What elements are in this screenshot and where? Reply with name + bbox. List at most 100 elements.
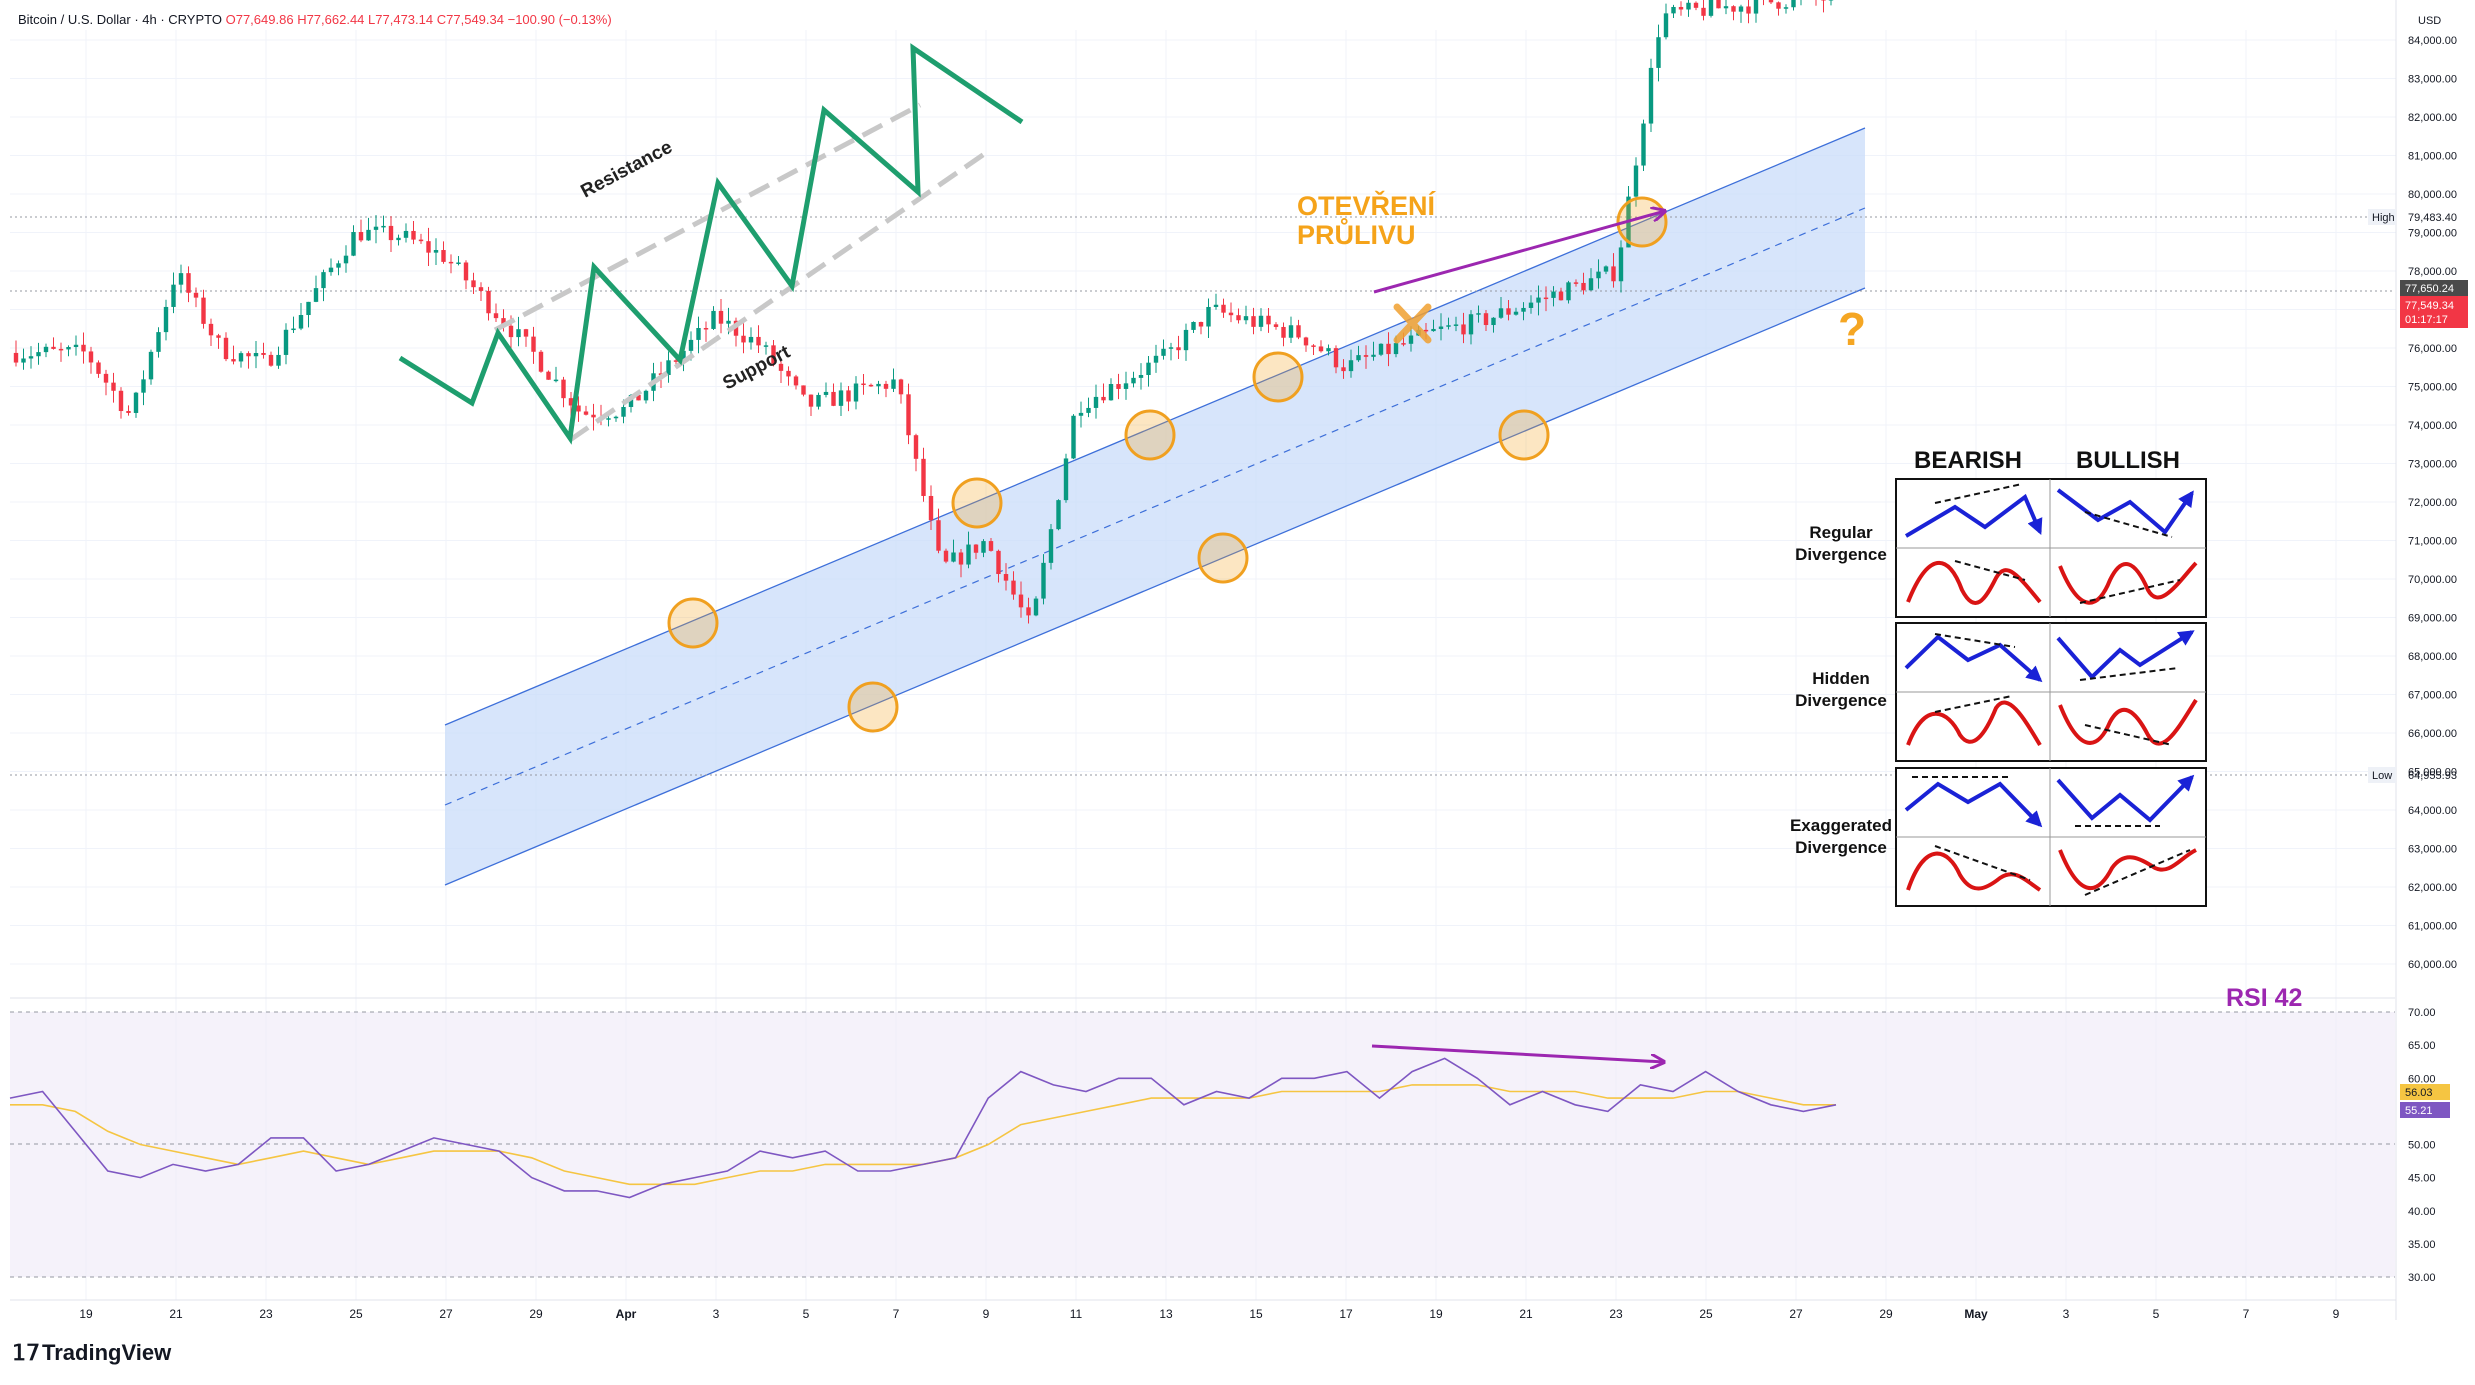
candle: [921, 447, 926, 502]
hidden-bullish-price: [2056, 630, 2195, 680]
candle: [126, 405, 131, 416]
candle: [793, 374, 799, 390]
touch-circle: [1252, 351, 1304, 403]
candle: [643, 389, 649, 404]
candle: [1288, 316, 1294, 343]
time-axis[interactable]: 19 21 23 25 27 29 Apr 3 5 7 9 11 13 15 17 19 21 23 25 27 29 M…: [10, 1299, 2396, 1321]
candle: [883, 380, 889, 398]
rsi-tick-label: 65.00: [2408, 1040, 2436, 1052]
candle: [1303, 336, 1309, 352]
candle: [1453, 316, 1459, 332]
candle: [1378, 343, 1384, 357]
cross-icon: [1393, 303, 1432, 344]
currency-label: USD: [2418, 15, 2441, 27]
candle: [43, 343, 49, 358]
candle: [1228, 302, 1234, 323]
candle: [1011, 571, 1016, 600]
candle: [756, 325, 761, 353]
symbol-header: Bitcoin / U.S. Dollar · 4h · CRYPTO O77,…: [18, 12, 612, 27]
candle: [1101, 383, 1106, 404]
breakout-label-1: OTEVŘENÍ: [1297, 190, 1437, 221]
candle: [283, 323, 289, 365]
last-price-1: 77,650.24: [2405, 283, 2454, 295]
hidden-label-1: Hidden: [1812, 669, 1870, 688]
time-tick-label: 21: [169, 1307, 183, 1321]
price-tick-label: 73,000.00: [2408, 459, 2457, 471]
candle: [666, 351, 671, 383]
rsi-line: [9, 1057, 1837, 1199]
candle: [1446, 317, 1451, 330]
candle: [1048, 523, 1054, 570]
candle: [81, 332, 86, 364]
rsi-annotation: RSI 42: [2226, 984, 2302, 1012]
candle: [1183, 323, 1189, 361]
candle: [576, 396, 581, 422]
rsi-axis[interactable]: 70.0065.0060.0055.0050.0045.0040.0035.00…: [2400, 1007, 2450, 1284]
candle: [1716, 0, 1721, 9]
candle: [1596, 259, 1601, 289]
ohlc-low: L77,473.14: [368, 12, 434, 27]
candle: [1146, 355, 1151, 387]
candle: [823, 382, 829, 398]
candle: [1678, 1, 1684, 16]
candle: [523, 328, 529, 347]
price-tick-label: 72,000.00: [2408, 497, 2457, 509]
candle: [1783, 4, 1789, 14]
tradingview-logo[interactable]: 𝟣𝟩TradingView: [12, 1340, 171, 1366]
exaggerated-bearish-price: [1904, 781, 2043, 828]
candle: [1573, 279, 1579, 287]
candle: [1116, 373, 1121, 400]
candle: [291, 316, 296, 333]
candle: [1071, 414, 1076, 460]
candle: [801, 385, 806, 397]
high-value: 79,483.40: [2408, 212, 2457, 224]
candle: [478, 282, 484, 302]
candle: [1763, 0, 1764, 6]
price-divergence-arrow: [1373, 211, 1665, 294]
price-axis[interactable]: USD 84,000.00 83,000.00 82,000.00 81,000.00…: [2368, 0, 2468, 1320]
candle: [936, 508, 941, 554]
candle: [958, 548, 964, 578]
time-tick-label: 29: [529, 1307, 543, 1321]
candle: [1686, 0, 1691, 17]
candle: [178, 264, 184, 294]
candle: [546, 370, 551, 380]
candle: [373, 215, 379, 244]
candle: [1273, 322, 1279, 330]
price-tick-label: 82,000.00: [2408, 112, 2457, 124]
candle: [943, 548, 949, 564]
candle: [1176, 335, 1181, 360]
bearish-header: BEARISH: [1914, 447, 2022, 474]
candle: [516, 316, 521, 347]
candle: [456, 255, 461, 266]
price-tick-label: 69,000.00: [2408, 613, 2457, 625]
exaggerated-bearish-osc: [1906, 851, 2042, 892]
candle: [1296, 319, 1301, 340]
price-tick-label: 79,000.00: [2408, 228, 2457, 240]
candle: [268, 351, 274, 367]
candle: [1566, 280, 1571, 304]
regular-label-2: Divergence: [1795, 545, 1887, 564]
candle: [156, 327, 161, 358]
time-tick-label: 3: [2063, 1307, 2070, 1321]
tradingview-icon: 𝟣𝟩: [12, 1340, 40, 1365]
candle: [591, 403, 596, 431]
price-tick-label: 64,000.00: [2408, 805, 2457, 817]
candle: [853, 376, 859, 410]
candle: [1753, 0, 1759, 23]
time-tick-label: 9: [2333, 1307, 2340, 1321]
brand-name: TradingView: [42, 1340, 172, 1365]
candle: [1258, 308, 1264, 332]
time-tick-label: Apr: [616, 1307, 637, 1321]
candle: [1213, 293, 1219, 310]
candle: [133, 391, 139, 418]
regular-bearish-osc: [1906, 560, 2042, 605]
time-tick-label: 25: [1699, 1307, 1713, 1321]
candle: [1363, 345, 1369, 369]
rsi-pane: RSI 42: [9, 984, 2395, 1278]
candle: [388, 216, 394, 252]
candle: [96, 360, 101, 378]
candle: [1468, 310, 1474, 345]
candle: [928, 485, 934, 531]
